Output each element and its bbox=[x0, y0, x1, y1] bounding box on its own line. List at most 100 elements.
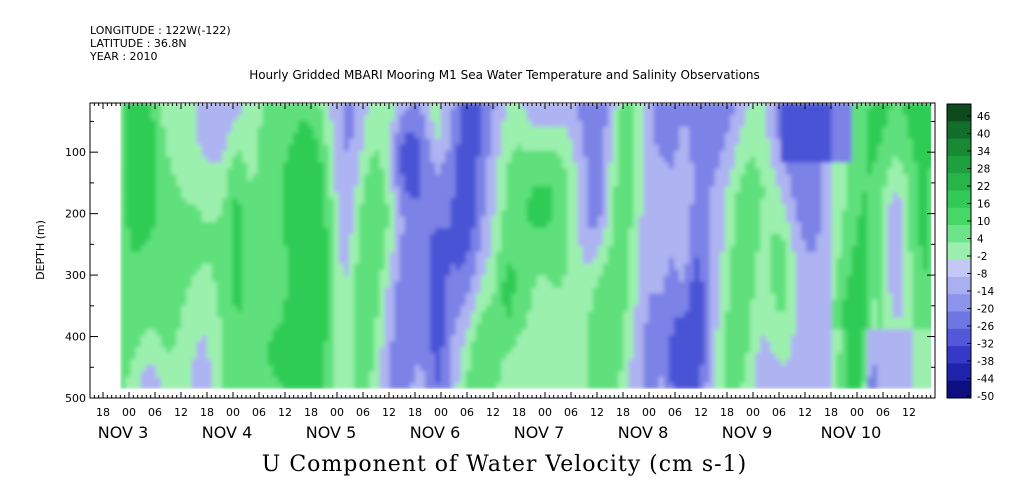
heatmap-cell bbox=[145, 103, 152, 110]
heatmap-cell bbox=[465, 156, 472, 164]
heatmap-cell bbox=[155, 329, 162, 336]
heatmap-cell bbox=[638, 138, 645, 146]
heatmap-cell bbox=[379, 335, 386, 342]
heatmap-cell bbox=[160, 168, 167, 176]
heatmap-cell bbox=[374, 329, 380, 336]
heatmap-cell bbox=[343, 364, 350, 372]
heatmap-cell bbox=[135, 257, 142, 265]
heatmap-cell bbox=[470, 269, 477, 277]
heatmap-cell bbox=[262, 329, 269, 336]
heatmap-cell bbox=[511, 150, 518, 158]
heatmap-cell bbox=[511, 180, 518, 187]
heatmap-cell bbox=[364, 275, 370, 283]
heatmap-cell bbox=[420, 347, 426, 354]
heatmap-cell bbox=[547, 245, 553, 253]
heatmap-cell bbox=[623, 132, 629, 140]
heatmap-cell bbox=[359, 359, 365, 366]
heatmap-cell bbox=[516, 299, 523, 307]
heatmap-cell bbox=[211, 251, 218, 259]
heatmap-cell bbox=[633, 126, 640, 134]
heatmap-cell bbox=[287, 186, 294, 193]
heatmap-cell bbox=[450, 204, 457, 211]
heatmap-cell bbox=[552, 376, 558, 384]
heatmap-cell bbox=[531, 186, 538, 193]
heatmap-cell bbox=[125, 359, 132, 366]
heatmap-cell bbox=[130, 335, 137, 342]
heatmap-cell bbox=[176, 299, 182, 307]
heatmap-cell bbox=[171, 174, 177, 181]
heatmap-cell bbox=[536, 132, 543, 140]
heatmap-cell bbox=[196, 245, 203, 253]
heatmap-cell bbox=[425, 120, 431, 128]
heatmap-cell bbox=[176, 341, 182, 348]
heatmap-cell bbox=[633, 347, 640, 354]
heatmap-cell bbox=[399, 347, 406, 354]
heatmap-cell bbox=[343, 329, 350, 336]
heatmap-cell bbox=[191, 269, 198, 277]
heatmap-cell bbox=[455, 245, 462, 253]
heatmap-cell bbox=[227, 108, 233, 116]
heatmap-cell bbox=[460, 317, 467, 324]
heatmap-cell bbox=[150, 293, 157, 301]
heatmap-cell bbox=[465, 108, 472, 116]
heatmap-cell bbox=[638, 216, 645, 223]
heatmap-cell bbox=[348, 120, 355, 128]
heatmap-cell bbox=[272, 210, 279, 217]
heatmap-cell bbox=[196, 216, 203, 223]
heatmap-cell bbox=[435, 335, 441, 342]
heatmap-cell bbox=[333, 353, 340, 360]
heatmap-cell bbox=[181, 126, 187, 134]
heatmap-cell bbox=[272, 257, 279, 265]
heatmap-cell bbox=[414, 353, 421, 360]
heatmap-cell bbox=[501, 329, 507, 336]
heatmap-cell bbox=[613, 263, 619, 271]
heatmap-cell bbox=[404, 138, 411, 146]
heatmap-cell bbox=[171, 335, 177, 342]
heatmap-cell bbox=[303, 323, 309, 330]
heatmap-cell bbox=[150, 108, 157, 116]
heatmap-cell bbox=[145, 269, 152, 277]
heatmap-cell bbox=[420, 370, 426, 378]
heatmap-cell bbox=[602, 198, 609, 205]
heatmap-cell bbox=[298, 299, 304, 307]
heatmap-cell bbox=[125, 216, 132, 223]
heatmap-cell bbox=[526, 269, 533, 277]
heatmap-cell bbox=[181, 359, 187, 366]
heatmap-cell bbox=[252, 156, 259, 164]
heatmap-cell bbox=[384, 150, 391, 158]
heatmap-cell bbox=[135, 311, 142, 318]
heatmap-cell bbox=[282, 216, 289, 223]
heatmap-cell bbox=[526, 299, 533, 307]
heatmap-cell bbox=[369, 341, 375, 348]
heatmap-cell bbox=[562, 156, 568, 164]
heatmap-cell bbox=[120, 239, 127, 247]
heatmap-cell bbox=[602, 132, 609, 140]
heatmap-cell bbox=[491, 305, 497, 312]
heatmap-cell bbox=[145, 305, 152, 312]
heatmap-cell bbox=[435, 281, 441, 289]
heatmap-cell bbox=[420, 180, 426, 187]
heatmap-cell bbox=[552, 114, 558, 122]
heatmap-cell bbox=[516, 305, 523, 312]
heatmap-cell bbox=[613, 299, 619, 307]
heatmap-cell bbox=[120, 376, 127, 384]
heatmap-cell bbox=[531, 323, 538, 330]
heatmap-cell bbox=[323, 364, 330, 372]
heatmap-cell bbox=[536, 245, 543, 253]
heatmap-cell bbox=[140, 144, 147, 152]
heatmap-cell bbox=[135, 138, 142, 146]
heatmap-cell bbox=[191, 353, 198, 360]
heatmap-cell bbox=[511, 299, 518, 307]
heatmap-cell bbox=[501, 317, 507, 324]
heatmap-cell bbox=[409, 305, 416, 312]
heatmap-cell bbox=[323, 353, 330, 360]
heatmap-cell bbox=[272, 114, 279, 122]
heatmap-cell bbox=[506, 162, 513, 170]
heatmap-cell bbox=[287, 126, 294, 134]
heatmap-cell bbox=[374, 281, 380, 289]
heatmap-cell bbox=[531, 198, 538, 205]
heatmap-cell bbox=[582, 257, 589, 265]
heatmap-cell bbox=[323, 239, 330, 247]
heatmap-cell bbox=[496, 210, 502, 217]
heatmap-cell bbox=[613, 222, 619, 229]
